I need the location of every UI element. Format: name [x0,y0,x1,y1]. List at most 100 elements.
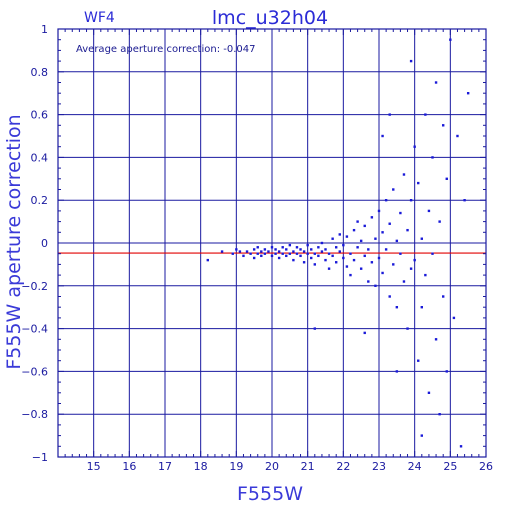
data-point [260,250,263,253]
data-point [409,199,413,202]
data-point [434,338,438,341]
data-point [331,254,334,258]
x-tick-label: 24 [408,460,422,473]
data-point [349,273,352,277]
data-point [320,241,324,245]
data-point [424,273,427,277]
y-tick-label: 0.2 [31,194,49,207]
y-tick-label: −0.8 [21,408,48,421]
data-point [313,252,316,255]
data-point [324,248,327,251]
data-point [370,216,374,219]
data-point [381,134,384,138]
x-tick-labels: 15 16 17 18 19 20 21 22 23 24 25 26 [87,460,493,473]
data-point [395,306,399,309]
data-point [363,331,366,335]
y-tick-label: 0.6 [31,109,49,122]
data-point [270,246,274,249]
data-point [267,250,270,253]
data-point [402,173,406,176]
data-point [356,220,359,223]
data-point [263,252,267,255]
data-point [292,250,295,253]
data-point [445,370,448,373]
data-point [292,258,295,262]
chart-title: lmc_u32h04 [212,7,328,29]
data-point [420,306,423,309]
chart-subtitle: WF4 [84,10,115,26]
x-tick-label: 25 [443,460,457,473]
x-tick-label: 17 [158,460,172,473]
data-point [324,258,327,262]
data-point [388,295,391,298]
data-point [285,254,288,258]
data-point [377,256,381,260]
data-point [306,252,309,255]
data-point [363,254,366,258]
data-point [359,267,363,270]
x-tick-label: 16 [122,460,136,473]
y-tick-label: 0.4 [31,151,49,164]
data-point [235,248,238,251]
data-point [295,252,299,255]
data-point [245,250,249,253]
data-point [420,237,423,240]
data-point [384,199,388,202]
data-point [466,92,470,95]
data-point [384,248,388,251]
data-point [281,252,284,255]
data-point [374,237,377,240]
data-point [256,246,259,249]
y-tick-label: 1 [41,23,48,36]
data-point [374,284,377,287]
data-point [367,280,370,283]
data-point [370,261,374,264]
data-point [420,434,423,437]
data-point [413,258,416,262]
x-axis-label: F555W [237,483,303,505]
y-tick-label: 0.8 [31,66,49,79]
data-point [431,252,434,255]
data-point [270,254,274,258]
data-point [413,145,416,148]
y-tick-label: −1 [32,451,48,464]
data-point [388,222,391,225]
data-point [285,248,288,251]
data-point [445,177,448,180]
data-point [335,246,338,249]
data-point [406,327,409,330]
data-point [263,248,267,251]
data-point [438,220,441,223]
data-point [399,211,402,215]
data-point [260,254,263,258]
data-point [442,295,445,298]
x-tick-label: 15 [87,460,101,473]
data-point [424,113,427,116]
plot-frame [57,28,487,458]
data-point [345,265,349,268]
data-point [342,243,345,247]
y-tick-label: −0.2 [21,280,48,293]
data-point [459,445,463,448]
data-point [274,252,277,255]
data-point [427,209,431,213]
data-point [256,252,259,255]
data-point [331,237,334,240]
data-point [299,248,302,251]
data-point [338,250,341,253]
data-point [395,370,399,373]
data-point [288,252,292,255]
x-tick-label: 23 [372,460,386,473]
data-point [345,235,349,238]
data-point [238,250,242,253]
y-tick-label: −0.4 [21,323,48,336]
data-point [406,228,409,232]
data-point [367,248,370,251]
data-point [249,252,252,255]
data-point [274,248,277,251]
data-point [252,248,256,251]
data-point [388,113,391,116]
data-point [306,243,309,247]
data-point [431,156,434,159]
